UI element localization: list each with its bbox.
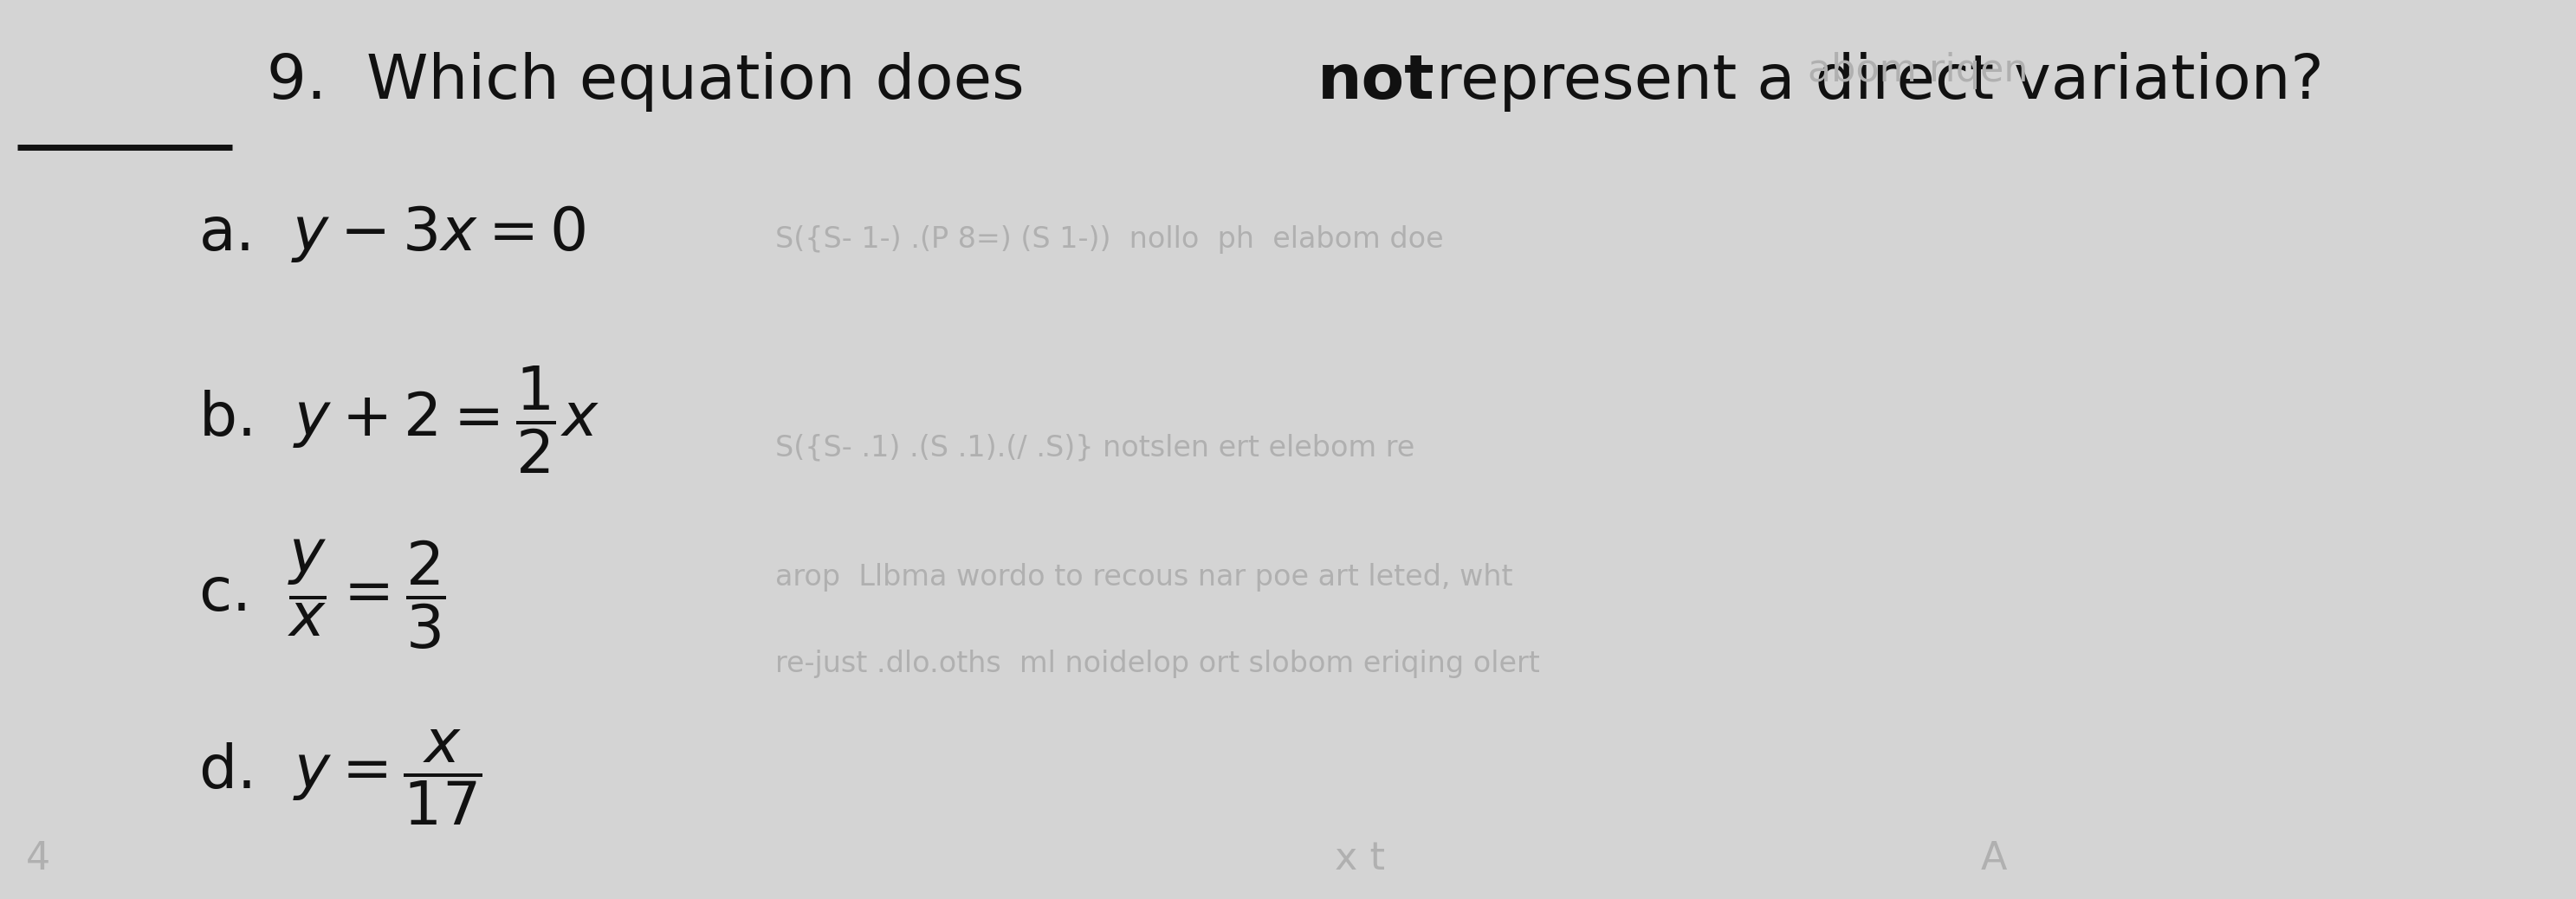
Text: S({S- 1-) .(P 8=) (S 1-))  nollo  ph  elabom doe: S({S- 1-) .(P 8=) (S 1-)) nollo ph elabo… (775, 225, 1443, 254)
Text: abom riqen: abom riqen (1808, 52, 2027, 89)
Text: b.  $y + 2 = \dfrac{1}{2}x$: b. $y + 2 = \dfrac{1}{2}x$ (198, 364, 600, 476)
Text: represent a direct variation?: represent a direct variation? (1417, 52, 2324, 111)
Text: 9.  Which equation does: 9. Which equation does (268, 52, 1043, 111)
Text: S({S- .1) .(S .1).(/ .S)} notslen ert elebom re: S({S- .1) .(S .1).(/ .S)} notslen ert el… (775, 433, 1414, 461)
Text: d.  $y = \dfrac{x}{17}$: d. $y = \dfrac{x}{17}$ (198, 727, 482, 827)
Text: 4: 4 (26, 840, 52, 877)
Text: arop  Llbma wordo to recous nar poe art leted, wht: arop Llbma wordo to recous nar poe art l… (775, 563, 1512, 592)
Text: re-just .dlo.oths  ml noidelop ort slobom eriqing olert: re-just .dlo.oths ml noidelop ort slobom… (775, 650, 1540, 678)
Text: not: not (1316, 52, 1435, 111)
Text: a.  $y - 3x = 0$: a. $y - 3x = 0$ (198, 203, 585, 264)
Text: x t: x t (1334, 840, 1386, 877)
Text: c.  $\dfrac{y}{x} = \dfrac{2}{3}$: c. $\dfrac{y}{x} = \dfrac{2}{3}$ (198, 537, 446, 651)
Text: A: A (1981, 840, 2007, 877)
